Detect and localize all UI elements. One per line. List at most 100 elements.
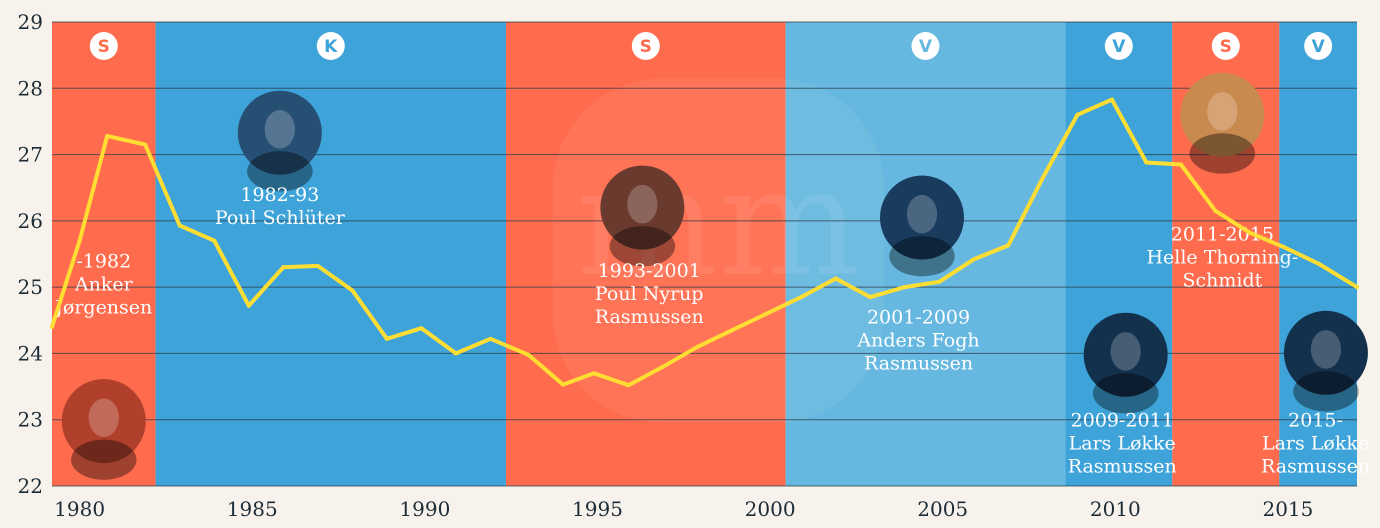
data-point-20 (730, 328, 735, 333)
data-point-11 (419, 326, 424, 331)
data-point-0 (50, 324, 54, 329)
portrait-bg-1 (237, 90, 322, 175)
party-badge-icon-5 (1211, 32, 1240, 60)
x-tick-label-5: 2005 (917, 497, 968, 521)
party-badge-label-4: V (1112, 37, 1126, 57)
data-point-21 (764, 311, 769, 316)
y-tick-label-6: 28 (18, 76, 43, 100)
portraits (61, 72, 1368, 480)
period-label-line: 2001-2009 (867, 307, 970, 329)
portrait-shoulders-1 (247, 151, 313, 192)
data-point-22 (799, 295, 804, 300)
party-period-bands (52, 22, 1357, 486)
period-label-0: -1982 Anker Jørgensen (53, 250, 152, 318)
data-point-25 (902, 285, 907, 290)
data-point-23 (833, 276, 838, 281)
data-point-8 (315, 263, 320, 268)
data-point-6 (246, 303, 251, 308)
period-label-6: 2015-Lars Løkke Rasmussen (1261, 409, 1370, 477)
y-tick-label-2: 24 (18, 341, 43, 365)
data-point-35 (1247, 230, 1252, 235)
party-badge-label-5: S (1220, 37, 1232, 57)
party-badge-icon-3 (911, 32, 940, 60)
data-point-28 (1006, 243, 1011, 248)
period-label-line: Rasmussen (864, 353, 973, 375)
portrait-3 (880, 175, 964, 277)
period-label-1: 1982-93 Poul Schlüter (215, 184, 346, 229)
watermark: mm (552, 78, 885, 424)
period-band-1 (155, 22, 506, 486)
data-point-14 (526, 352, 531, 357)
period-label-line: Anker (74, 273, 134, 295)
portrait-bg-0 (61, 379, 146, 464)
y-tick-label-5: 27 (18, 143, 43, 167)
period-band-2 (505, 22, 786, 486)
portrait-head-2 (627, 184, 658, 224)
y-axis-ticks: 22 23 24 25 26 27 28 29 (18, 10, 43, 498)
portrait-bg-2 (600, 165, 685, 250)
portrait-6 (1283, 310, 1368, 412)
data-point-33 (1178, 162, 1183, 167)
portrait-1 (237, 90, 322, 192)
data-point-31 (1109, 97, 1114, 102)
party-badge-label-6: V (1312, 37, 1326, 57)
period-label-line: 2009-2011 (1071, 409, 1174, 431)
period-label-line: Poul Schlüter (215, 207, 346, 229)
data-point-24 (868, 295, 873, 300)
data-point-17 (626, 383, 631, 388)
period-label-5: 2011-2015 Helle Thorning-Schmidt (1146, 224, 1298, 292)
party-badge-icon-2 (631, 32, 660, 60)
data-point-18 (661, 364, 666, 369)
period-label-line: 2015- (1288, 409, 1343, 431)
data-point-19 (695, 344, 700, 349)
data-point-13 (488, 336, 493, 341)
y-tick-label-3: 25 (18, 275, 43, 299)
x-tick-label-0: 1980 (54, 497, 105, 521)
data-point-30 (1075, 112, 1080, 117)
party-badge-icon-4 (1104, 32, 1133, 60)
x-tick-label-4: 2000 (745, 497, 796, 521)
party-badge-icon-1 (316, 32, 345, 60)
period-label-3: 2001-2009 Anders Fogh Rasmussen (856, 307, 979, 375)
portrait-bg-6 (1283, 310, 1368, 395)
data-point-5 (212, 238, 217, 243)
y-tick-label-7: 29 (18, 10, 43, 34)
period-label-2: 1993-2001 Poul Nyrup Rasmussen (595, 260, 704, 328)
x-tick-label-2: 1990 (399, 497, 450, 521)
portrait-shoulders-3 (889, 236, 955, 277)
data-point-32 (1144, 160, 1149, 165)
period-label-line: Lars Løkke (1262, 432, 1369, 454)
portrait-head-1 (264, 110, 295, 149)
data-point-38 (1355, 285, 1359, 290)
series-line-group (50, 97, 1359, 388)
portrait-head-6 (1310, 330, 1342, 369)
period-label-line: -1982 (76, 250, 131, 272)
data-point-2 (105, 134, 110, 139)
x-tick-label-1: 1985 (227, 497, 278, 521)
party-badge-icon-6 (1304, 32, 1333, 60)
portrait-0 (61, 379, 146, 480)
period-label-line: Rasmussen (1068, 455, 1177, 477)
data-point-37 (1317, 261, 1322, 266)
data-point-26 (937, 279, 942, 284)
x-axis-ticks: 1980 1985 1990 1995 2000 2005 2010 2015 (54, 497, 1313, 521)
party-badge-label-3: V (919, 37, 933, 57)
x-tick-label-3: 1995 (572, 497, 623, 521)
period-label-line: Lars Løkke (1069, 432, 1176, 454)
period-label-line: Poul Nyrup (595, 283, 704, 305)
data-point-15 (560, 382, 565, 387)
portrait-shoulders-4 (1092, 373, 1159, 414)
data-point-4 (177, 223, 182, 228)
period-label-line: 2011-2015 (1171, 224, 1274, 246)
x-tick-label-6: 2010 (1090, 497, 1141, 521)
portrait-4 (1083, 312, 1168, 414)
data-point-12 (453, 351, 458, 356)
portrait-bg-3 (880, 175, 964, 260)
data-point-29 (1040, 175, 1045, 180)
portrait-head-0 (88, 398, 119, 437)
data-point-16 (592, 371, 597, 376)
data-point-27 (971, 257, 976, 262)
period-label-line: Helle Thorning- (1146, 247, 1298, 269)
